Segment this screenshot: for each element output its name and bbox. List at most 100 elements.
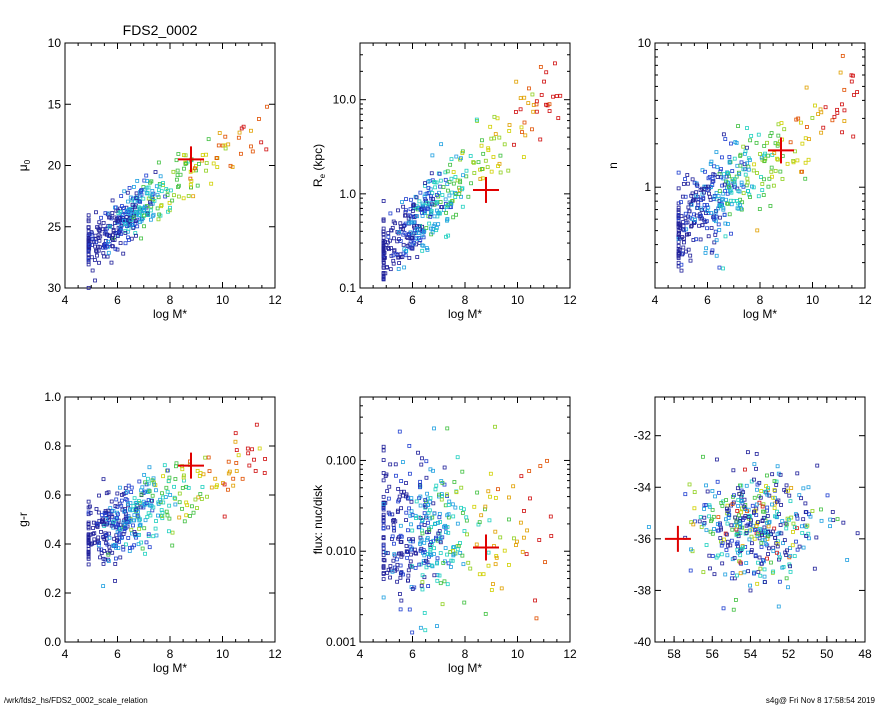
- data-point: [399, 534, 404, 539]
- y-tick-label: -40: [634, 635, 652, 649]
- data-point: [426, 510, 431, 515]
- data-point: [506, 168, 511, 173]
- data-point: [690, 177, 695, 182]
- data-point: [720, 561, 725, 566]
- data-point: [734, 524, 739, 529]
- data-point: [766, 524, 771, 529]
- data-point: [753, 553, 758, 558]
- data-point: [783, 550, 788, 555]
- data-point: [515, 539, 519, 544]
- data-point: [145, 515, 150, 519]
- data-point: [705, 489, 710, 494]
- data-point: [736, 124, 740, 128]
- data-point: [420, 248, 425, 253]
- data-point: [139, 189, 143, 193]
- data-point: [420, 587, 425, 592]
- data-point: [691, 522, 696, 527]
- data-point: [94, 210, 98, 215]
- data-point: [381, 526, 386, 531]
- data-point: [745, 176, 750, 181]
- data-point: [86, 510, 91, 515]
- data-point: [106, 550, 110, 555]
- y-tick-label: 25: [48, 220, 62, 234]
- data-point: [498, 170, 503, 175]
- data-point: [502, 142, 507, 147]
- data-point: [392, 541, 396, 546]
- data-point: [788, 564, 792, 569]
- data-point: [495, 116, 500, 121]
- data-point: [391, 219, 396, 224]
- data-point: [763, 580, 767, 584]
- data-point: [454, 192, 459, 197]
- data-point: [676, 252, 681, 256]
- data-point: [738, 571, 743, 576]
- data-point: [775, 142, 780, 146]
- data-point: [766, 534, 771, 539]
- data-point: [676, 170, 681, 175]
- data-point: [96, 510, 101, 515]
- data-point: [693, 217, 697, 222]
- data-point: [381, 542, 386, 547]
- data-point: [408, 513, 413, 518]
- data-point: [117, 539, 121, 544]
- data-point: [762, 574, 767, 579]
- data-point: [204, 161, 209, 165]
- data-point: [711, 172, 716, 177]
- data-point: [102, 254, 106, 259]
- data-point: [768, 204, 773, 208]
- data-point: [758, 573, 763, 578]
- data-point: [226, 487, 230, 492]
- data-point: [481, 151, 486, 156]
- data-point: [741, 167, 746, 172]
- data-point: [713, 210, 718, 215]
- data-point: [136, 509, 140, 514]
- data-point: [234, 469, 239, 473]
- data-point: [735, 573, 739, 578]
- data-point: [116, 546, 121, 550]
- data-point: [521, 155, 526, 159]
- data-point: [449, 190, 454, 195]
- data-point: [239, 126, 244, 131]
- data-point: [681, 245, 686, 250]
- data-point: [139, 192, 144, 197]
- data-point: [710, 183, 715, 187]
- x-tick-label: 12: [563, 647, 577, 661]
- data-point: [103, 533, 108, 538]
- data-point: [792, 554, 797, 559]
- data-point: [121, 547, 126, 552]
- data-point: [685, 181, 690, 186]
- data-point: [427, 527, 432, 532]
- data-point: [106, 239, 111, 244]
- data-point: [86, 232, 91, 237]
- data-point: [438, 581, 443, 586]
- data-point: [719, 197, 724, 202]
- data-point: [245, 446, 250, 451]
- data-point: [813, 103, 817, 108]
- data-point: [481, 572, 486, 577]
- data-point: [775, 156, 779, 161]
- data-point: [725, 539, 730, 544]
- data-point: [395, 579, 400, 584]
- y-tick-label: 0.0: [44, 635, 61, 649]
- data-point: [134, 196, 139, 201]
- data-point: [122, 518, 127, 523]
- data-point: [170, 543, 175, 548]
- data-point: [386, 234, 391, 239]
- data-point: [214, 156, 219, 160]
- data-point: [775, 464, 780, 469]
- data-point: [86, 525, 91, 529]
- data-point: [717, 265, 722, 270]
- data-point: [156, 195, 161, 200]
- data-point: [435, 578, 440, 583]
- data-point: [148, 194, 153, 199]
- data-point: [445, 524, 450, 529]
- data-point: [443, 197, 448, 202]
- data-point: [96, 233, 101, 238]
- data-point: [414, 227, 419, 232]
- data-point: [114, 497, 119, 502]
- data-point: [250, 447, 254, 452]
- data-point: [92, 258, 97, 262]
- data-point: [434, 226, 439, 230]
- data-point: [423, 197, 428, 201]
- data-point: [739, 498, 744, 503]
